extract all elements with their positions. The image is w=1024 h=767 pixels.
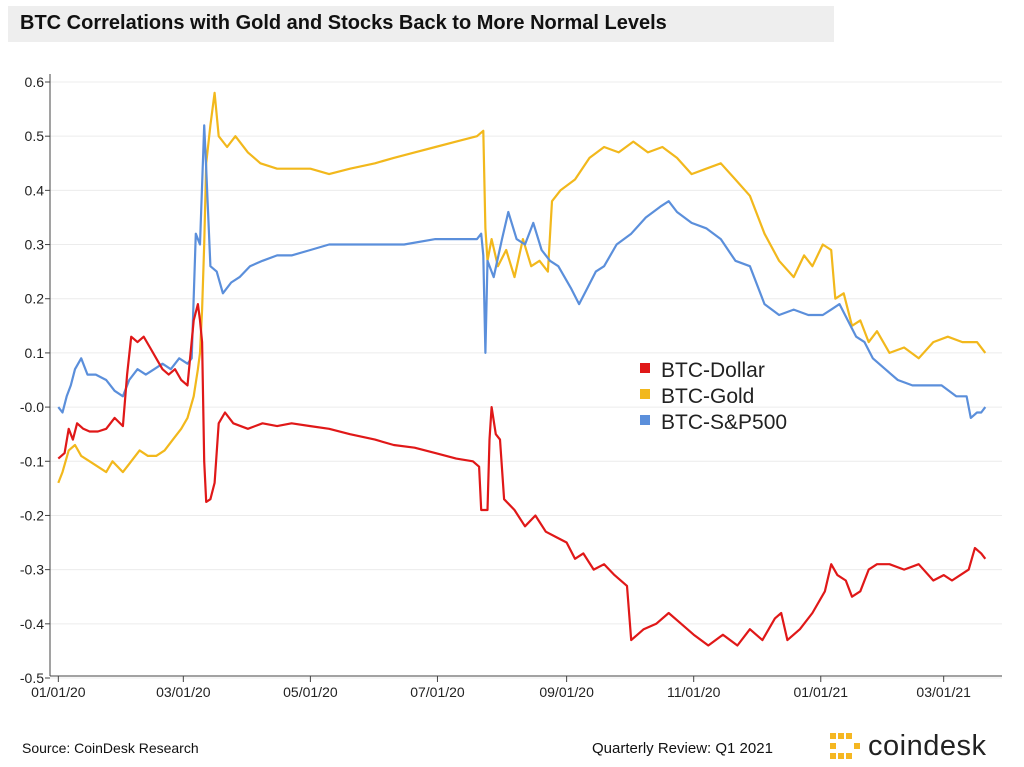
legend-swatch xyxy=(640,415,650,425)
grid-lines xyxy=(50,81,1002,679)
legend-swatch xyxy=(640,389,650,399)
x-tick-label: 09/01/20 xyxy=(539,684,594,700)
source-note: Source: CoinDesk Research xyxy=(22,740,199,756)
y-tick-label: -0.5 xyxy=(20,670,44,686)
x-tick-label: 03/01/21 xyxy=(916,684,971,700)
y-axis-ticks: 0.6 0.5 0.4 0.3 0.2 0.1 -0.0 -0.1 -0.2 -0.3 -0.4 -0… xyxy=(20,74,50,686)
coindesk-logo-icon xyxy=(830,733,860,759)
x-tick-label: 07/01/20 xyxy=(410,684,465,700)
axes xyxy=(49,74,1002,677)
legend-label: BTC-Gold xyxy=(661,385,754,408)
x-tick-label: 01/01/20 xyxy=(31,684,86,700)
y-tick-label: 0.1 xyxy=(25,345,45,361)
y-tick-label: 0.4 xyxy=(25,182,45,198)
x-tick-label: 03/01/20 xyxy=(156,684,211,700)
x-axis-ticks: 01/01/20 03/01/20 05/01/20 07/01/20 09/01/20… xyxy=(31,676,971,700)
series-line-btc-s-p500 xyxy=(57,124,987,419)
report-label: Quarterly Review: Q1 2021 xyxy=(592,740,773,757)
y-tick-label: 0.3 xyxy=(25,237,45,253)
legend-swatch xyxy=(640,363,650,373)
title-bar: BTC Correlations with Gold and Stocks Ba… xyxy=(8,6,834,42)
series-line-btc-dollar xyxy=(57,303,987,647)
x-tick-label: 01/01/21 xyxy=(794,684,849,700)
brand-name: coindesk xyxy=(868,729,987,762)
x-tick-label: 05/01/20 xyxy=(283,684,338,700)
y-tick-label: -0.1 xyxy=(20,453,44,469)
y-tick-label: 0.5 xyxy=(25,128,45,144)
y-tick-label: 0.2 xyxy=(25,291,45,307)
series-lines xyxy=(57,91,987,647)
y-tick-label: -0.2 xyxy=(20,507,44,523)
chart-title: BTC Correlations with Gold and Stocks Ba… xyxy=(20,12,667,34)
legend-label: BTC-Dollar xyxy=(661,359,765,382)
y-tick-label: -0.0 xyxy=(20,399,44,415)
coindesk-logo: coindesk xyxy=(828,730,986,762)
legend: BTC-Dollar BTC-Gold BTC-S&P500 xyxy=(640,359,787,434)
y-tick-label: 0.6 xyxy=(25,74,45,90)
y-tick-label: -0.4 xyxy=(20,616,44,632)
series-line-btc-gold xyxy=(57,91,987,484)
legend-label: BTC-S&P500 xyxy=(661,411,787,434)
y-tick-label: -0.3 xyxy=(20,562,44,578)
x-tick-label: 11/01/20 xyxy=(667,684,721,700)
